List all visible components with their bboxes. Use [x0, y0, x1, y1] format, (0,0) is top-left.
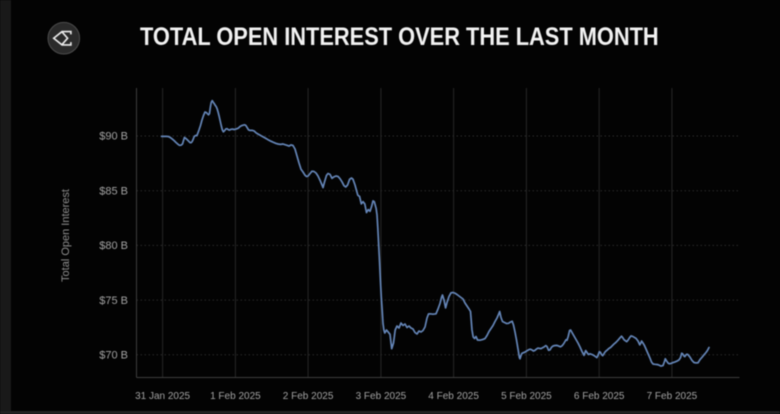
svg-text:$70 B: $70 B	[99, 350, 128, 362]
svg-text:7 Feb 2025: 7 Feb 2025	[647, 391, 698, 402]
svg-text:$75 B: $75 B	[99, 295, 128, 307]
svg-text:$80 B: $80 B	[99, 240, 128, 252]
svg-text:2 Feb 2025: 2 Feb 2025	[283, 391, 334, 402]
svg-text:$90 B: $90 B	[99, 131, 128, 143]
svg-text:5 Feb 2025: 5 Feb 2025	[501, 391, 552, 402]
svg-text:1 Feb 2025: 1 Feb 2025	[210, 391, 261, 402]
svg-text:6 Feb 2025: 6 Feb 2025	[574, 391, 625, 402]
svg-text:3 Feb 2025: 3 Feb 2025	[356, 391, 407, 402]
svg-text:$85 B: $85 B	[99, 185, 128, 197]
svg-text:Total Open Interest: Total Open Interest	[60, 189, 72, 282]
svg-text:31 Jan 2025: 31 Jan 2025	[135, 391, 190, 402]
svg-text:4 Feb 2025: 4 Feb 2025	[428, 391, 479, 402]
